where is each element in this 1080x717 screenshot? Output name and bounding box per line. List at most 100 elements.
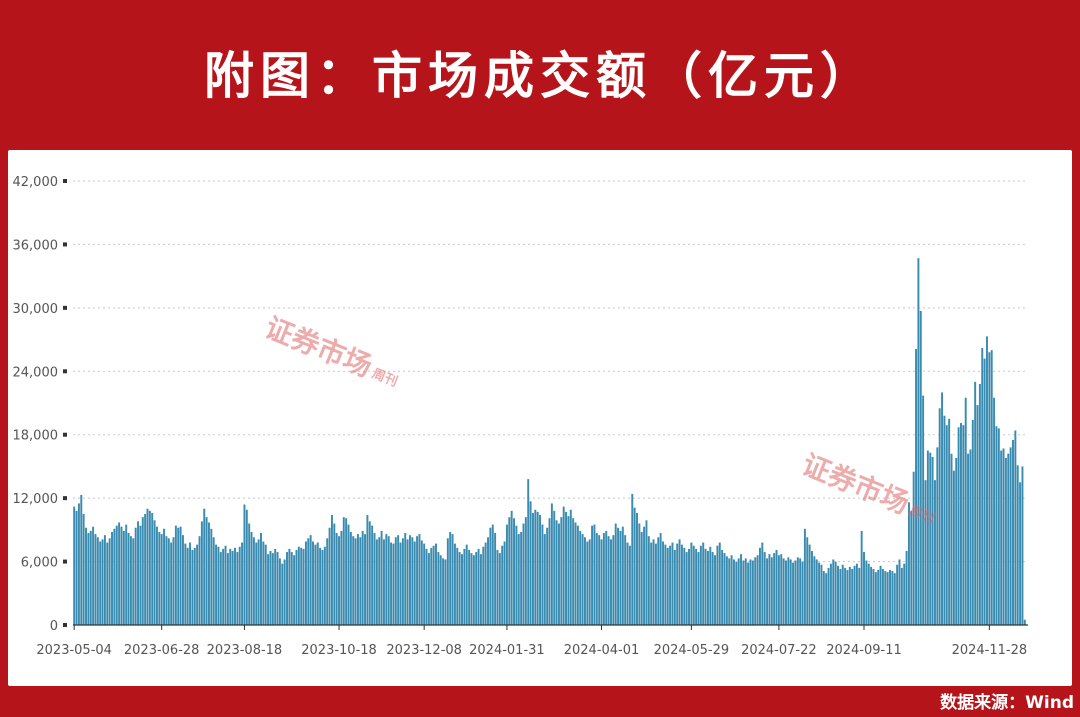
bar [304,541,307,625]
y-tick-label: 18,000 [13,429,59,444]
bar [841,564,844,625]
bar [863,552,865,625]
bar [295,549,298,625]
bar [496,549,499,625]
bar [801,561,804,625]
bar [912,471,915,625]
bar [671,542,674,625]
bar [85,527,87,625]
bar [108,538,111,625]
bar [673,549,676,625]
bar [619,530,622,625]
bar [827,567,830,625]
bar [768,554,771,625]
bar [702,542,705,625]
y-tick-mark [63,242,67,247]
bar [371,525,374,625]
bar [231,551,234,625]
bar [137,521,139,625]
bar [626,542,629,625]
bar [981,348,984,625]
bar [652,539,655,625]
bar [808,544,811,625]
bar [470,553,473,625]
bar [111,531,113,625]
bar [865,560,868,625]
bar [723,553,726,625]
y-tick-label: 30,000 [13,302,59,317]
chart-title: 附图：市场成交额（亿元） [204,47,876,105]
bar [848,566,851,625]
bar [704,548,707,625]
bar [385,534,388,625]
bar [924,480,927,625]
bar [593,524,596,625]
bar [737,558,740,625]
bar [874,572,877,625]
bar [815,559,818,625]
bar [307,538,310,625]
bar [574,522,577,625]
bar [936,447,939,625]
bar [73,506,76,625]
bar [394,537,397,625]
bar [314,544,317,625]
bar [383,539,385,625]
bar [89,530,92,625]
x-tick-label: 2024-07-22 [741,643,817,658]
bar [1012,440,1014,625]
bar [714,555,716,625]
bar [181,535,184,625]
bar [439,555,442,625]
bar [200,521,203,625]
bar [323,546,326,625]
bar [896,564,899,625]
bar [248,523,251,625]
bar [527,479,530,625]
x-tick-label: 2023-10-18 [301,643,377,658]
bar [345,518,348,625]
bar [290,552,293,625]
bar [179,526,182,625]
bar [971,419,974,625]
bar [832,559,835,625]
bar [134,527,137,625]
bar [503,541,506,625]
bar [354,538,357,625]
bar [508,517,511,625]
bar [997,428,1000,625]
bar [1023,619,1026,625]
bar [165,536,168,625]
bar [657,537,660,625]
x-axis: 2023-05-04 2023-06-28 2023-08-18 2023-10-18… [36,624,1028,658]
bar [125,524,128,625]
bar [234,547,236,625]
bar [565,511,568,625]
bar [238,546,241,625]
bar [948,418,951,625]
bar [520,531,523,625]
bar [222,548,225,625]
bar [721,549,724,625]
bar [437,552,440,625]
bar [889,570,891,625]
bar [813,556,816,625]
y-tick-label: 36,000 [13,238,59,253]
bar [617,527,620,625]
bar [77,503,80,625]
bar [839,568,842,625]
bar [550,503,553,625]
bar [212,537,215,625]
x-tick-label: 2023-12-08 [386,643,462,658]
bar [144,514,147,625]
y-tick-label: 6,000 [21,556,58,571]
bar [333,523,336,625]
bar [505,524,508,625]
bar [853,565,856,625]
bar [557,523,560,625]
bar [401,538,404,625]
bar [955,457,958,625]
bar [543,534,546,625]
bar [695,548,698,625]
bar [598,535,601,625]
